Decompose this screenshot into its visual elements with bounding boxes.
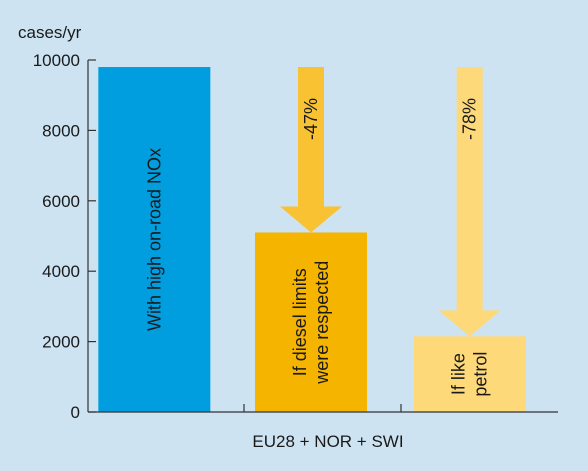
y-axis-ticks: 0 2000 4000 6000 8000 10000 bbox=[33, 51, 96, 422]
x-axis-label: EU28 + NOR + SWI bbox=[252, 432, 403, 451]
reduction-arrow bbox=[438, 67, 501, 337]
bar-label-line: If like bbox=[449, 353, 469, 395]
bar-label-line: were respected bbox=[312, 261, 332, 385]
arrow-label-text: -47% bbox=[301, 98, 321, 140]
y-axis-unit-label: cases/yr bbox=[18, 23, 82, 42]
arrow-label: -47% bbox=[301, 98, 321, 140]
y-tick-label: 0 bbox=[71, 403, 80, 422]
y-tick-label: 4000 bbox=[42, 262, 80, 281]
bar-label-line: If diesel limits bbox=[290, 268, 310, 376]
y-tick-label: 2000 bbox=[42, 333, 80, 352]
bar-label-line: With high on-road NOx bbox=[144, 148, 164, 331]
arrows: -47% -78% bbox=[280, 67, 501, 337]
reduction-arrow bbox=[280, 67, 342, 233]
y-tick-label: 10000 bbox=[33, 51, 80, 70]
bar-label: With high on-road NOx bbox=[144, 148, 164, 331]
bar bbox=[255, 232, 367, 412]
bar bbox=[413, 336, 526, 412]
bars: With high on-road NOx If diesel limits wer… bbox=[98, 67, 526, 412]
bar bbox=[98, 67, 211, 412]
arrow-label-text: -78% bbox=[460, 98, 480, 140]
bar-label-line: petrol bbox=[471, 352, 491, 397]
y-tick-label: 8000 bbox=[42, 121, 80, 140]
arrow-label: -78% bbox=[460, 98, 480, 140]
bar-label: If diesel limits were respected bbox=[290, 261, 332, 385]
y-tick-label: 6000 bbox=[42, 192, 80, 211]
bar-label: If like petrol bbox=[449, 352, 491, 397]
axes bbox=[87, 60, 558, 413]
